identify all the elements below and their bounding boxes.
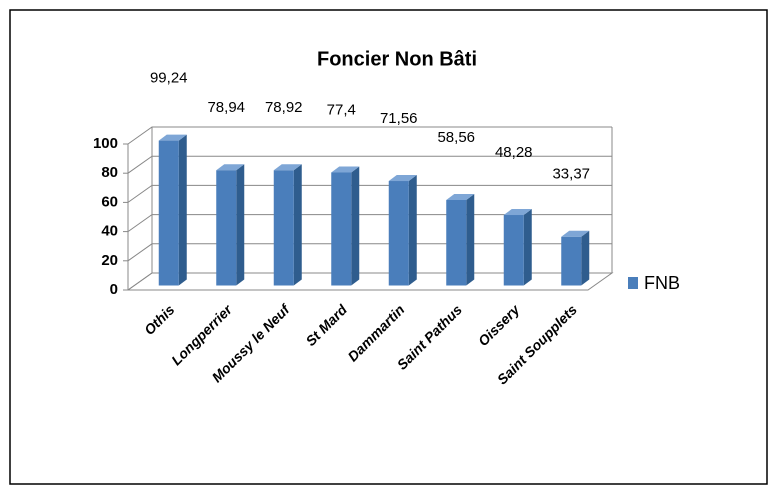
bar [446,200,467,286]
floor [126,272,614,291]
value-label: 71,56 [380,110,418,127]
bar [503,215,524,286]
bar [388,181,409,286]
bar-top [503,209,532,216]
bar-top [331,166,360,173]
grid-line [127,126,612,145]
grid-line [127,184,612,203]
y-tick-label: 40 [101,223,118,240]
value-label: 78,94 [207,99,245,116]
chart-frame [9,9,768,485]
bar [216,170,237,286]
bar-side [581,230,590,286]
bar-side [351,166,360,286]
bar-top [446,194,475,201]
value-label: 77,4 [327,101,356,118]
grid-line [127,155,612,174]
value-label: 58,56 [437,129,475,146]
bar-top [388,175,417,182]
bar-top [561,230,590,237]
bar-top [216,164,245,171]
bar [273,170,294,286]
bar-side [178,134,187,286]
bar-side [293,164,302,286]
y-tick-label: 60 [101,193,118,210]
bar-side [523,209,532,286]
y-tick-label: 100 [93,135,118,152]
chart-title: Foncier Non Bâti [317,48,477,70]
legend-label: FNB [644,273,680,293]
legend-swatch [628,277,638,289]
value-label: 78,92 [265,99,303,116]
value-label: 48,28 [495,144,533,161]
value-label: 33,37 [552,166,590,183]
y-tick-label: 80 [101,164,118,181]
y-tick-label: 0 [110,281,118,298]
y-tick-label: 20 [101,252,118,269]
bar-side [236,164,245,286]
bar [158,140,179,286]
bar-side [466,194,475,286]
value-label: 99,24 [150,70,188,87]
bar [561,236,582,286]
bar-side [408,175,417,286]
bar [331,172,352,286]
bar-top [158,134,187,141]
bar-top [273,164,302,171]
